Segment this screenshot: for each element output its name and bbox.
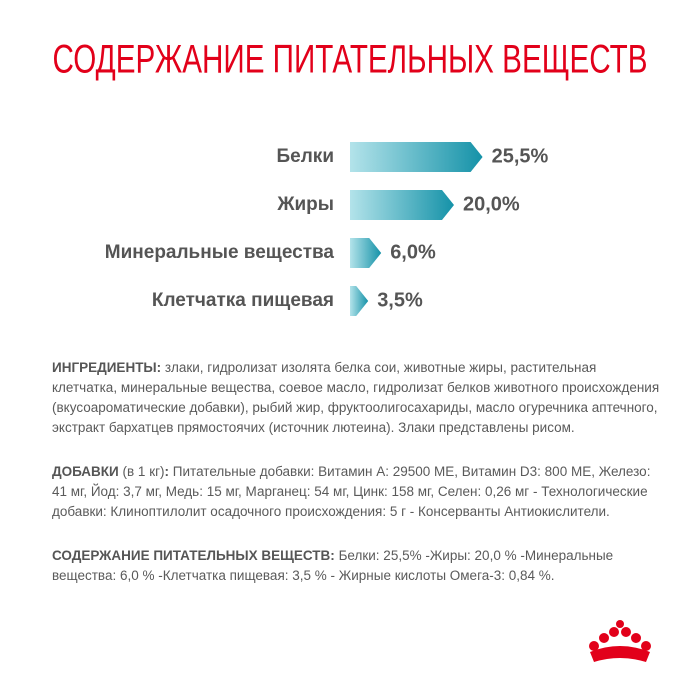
value-label: 6,0% <box>390 241 436 263</box>
ingredients: ИНГРЕДИЕНТЫ: злаки, гидролизат изолята б… <box>52 358 662 438</box>
section-label: ДОБАВКИ <box>52 464 119 479</box>
category-label: Белки <box>277 146 334 167</box>
bar <box>350 286 369 316</box>
section-text: Питательные добавки: Витамин А: 29500 МЕ… <box>52 464 651 519</box>
value-label: 25,5% <box>492 145 549 167</box>
section-note: (в 1 кг) <box>122 464 165 479</box>
chart: СОДЕРЖАНИЕ ПИТАТЕЛЬНЫХ ВЕЩЕСТВ Белки 25,5… <box>53 38 648 316</box>
section-label: СОДЕРЖАНИЕ ПИТАТЕЛЬНЫХ ВЕЩЕСТВ: <box>52 548 335 563</box>
category-label: Минеральные вещества <box>105 242 335 263</box>
bar <box>350 190 454 220</box>
nutrients: СОДЕРЖАНИЕ ПИТАТЕЛЬНЫХ ВЕЩЕСТВ: Белки: 2… <box>52 546 662 586</box>
chart-title: СОДЕРЖАНИЕ ПИТАТЕЛЬНЫХ ВЕЩЕСТВ <box>53 38 648 82</box>
section-text: злаки, гидролизат изолята белка сои, жив… <box>52 360 660 435</box>
section-colon: : <box>164 464 170 479</box>
section-text: Белки: 25,5% -Жиры: 20,0 % -Минеральные … <box>52 548 614 583</box>
logo <box>589 620 651 662</box>
value-label: 3,5% <box>377 289 423 311</box>
value-label: 20,0% <box>463 193 520 215</box>
additives: ДОБАВКИ (в 1 кг): Питательные добавки: В… <box>52 462 662 522</box>
bar <box>350 238 382 268</box>
category-label: Жиры <box>276 194 334 215</box>
category-label: Клетчатка пищевая <box>152 290 334 311</box>
section-label: ИНГРЕДИЕНТЫ: <box>52 360 162 375</box>
bar <box>350 142 483 172</box>
